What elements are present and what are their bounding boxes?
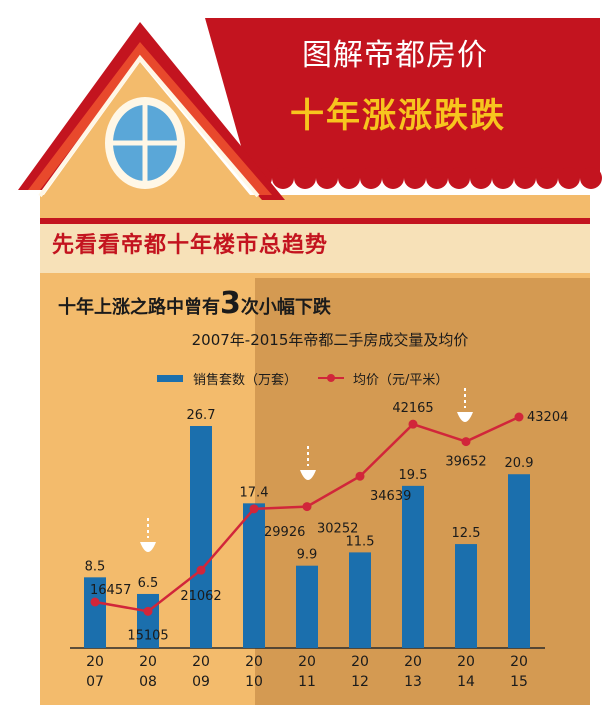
price-value-label: 29926 [264,525,305,540]
banner-top-line [40,218,590,224]
bar-value-label: 11.5 [346,534,375,549]
bar [243,503,265,648]
scallop [580,167,602,189]
scallop [470,167,492,189]
price-value-label: 39652 [445,455,486,470]
price-point [461,437,471,447]
bar [84,577,106,648]
headline-number: 3 [220,286,241,321]
price-point [196,565,206,575]
price-point [90,597,100,607]
price-point [514,412,524,422]
bar-value-label: 9.9 [297,548,318,563]
scallop [382,167,404,189]
x-tick-label: 10 [245,674,263,690]
scallop [404,167,426,189]
x-tick-label: 20 [457,654,475,670]
scallop [558,167,580,189]
price-value-label: 34639 [370,489,411,504]
headline-suffix: 次小幅下跌 [240,297,331,318]
scallop [272,167,294,189]
bar-value-label: 6.5 [138,576,159,591]
header-title: 图解帝都房价 [302,38,488,73]
banner-text: 先看看帝都十年楼市总趋势 [52,233,329,258]
price-point [408,419,418,429]
drop-markers [140,388,473,552]
x-tick-label: 08 [139,674,157,690]
price-value-label: 42165 [392,401,433,416]
x-tick-label: 12 [351,674,369,690]
banner-strip [40,218,590,273]
x-tick-label: 20 [139,654,157,670]
price-value-label: 16457 [90,583,131,598]
header-subtitle: 十年涨涨跌跌 [290,96,506,136]
scallop [492,167,514,189]
bar-value-label: 8.5 [85,559,106,574]
scallop [536,167,558,189]
price-point [355,471,365,481]
legend-bar-label: 销售套数（万套） [193,373,298,388]
legend-line-label: 均价（元/平米） [353,373,449,388]
x-tick-label: 20 [192,654,210,670]
price-value-label: 21062 [180,589,221,604]
roof-band [205,18,600,178]
bar-value-label: 12.5 [452,526,481,541]
price-value-label: 15105 [127,628,168,643]
x-tick-label: 07 [86,674,104,690]
bar [508,474,530,648]
x-tick-label: 09 [192,674,210,690]
x-tick-label: 20 [298,654,316,670]
price-point [143,606,153,616]
x-tick-label: 20 [510,654,528,670]
scallop [338,167,360,189]
chart-title: 2007年-2015年帝都二手房成交量及均价 [191,331,469,349]
scallop [316,167,338,189]
scallop [426,167,448,189]
bar-value-label: 20.9 [505,456,534,471]
legend-bar-swatch [157,375,183,382]
bar-value-label: 17.4 [240,485,269,500]
x-tick-label: 20 [245,654,263,670]
x-tick-label: 11 [298,674,316,690]
headline-prefix: 十年上涨之路中曾有 [58,297,220,318]
drop-arrow-head [457,412,473,422]
bar [296,565,318,648]
gable-outline [38,54,260,198]
price-point [249,504,259,514]
scallop [360,167,382,189]
chart-area: 8.5 6.5 26.7 17.4 9.9 11.5 19.5 12.5 20.9 20 07 20 0… [70,401,568,690]
x-tick-label: 15 [510,674,528,690]
x-tick-label: 20 [404,654,422,670]
x-tick-label: 14 [457,674,475,690]
headline: 十年上涨之路中曾有3次小幅下跌 [58,286,331,321]
price-value-label: 43204 [527,410,568,425]
price-point [302,502,312,512]
bar [402,485,424,648]
bar-value-label: 19.5 [399,468,428,483]
scallop [294,167,316,189]
x-tick-label: 20 [351,654,369,670]
bar [455,544,477,648]
drop-arrow-head [140,542,156,552]
bar [349,552,371,648]
x-tick-label: 20 [86,654,104,670]
bar-value-label: 26.7 [187,408,216,423]
price-value-label: 30252 [317,522,358,537]
bar [190,426,212,648]
legend-line-dot [327,374,335,382]
roof-scallops [250,167,602,189]
gable-trim-light [28,42,272,195]
x-tick-label: 13 [404,674,422,690]
scallop [448,167,470,189]
drop-arrow-head [300,470,316,480]
scallop [514,167,536,189]
